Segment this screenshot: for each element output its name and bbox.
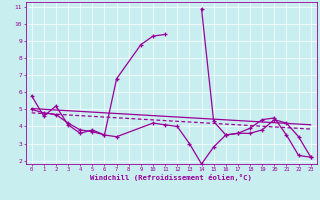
X-axis label: Windchill (Refroidissement éolien,°C): Windchill (Refroidissement éolien,°C) [90, 174, 252, 181]
